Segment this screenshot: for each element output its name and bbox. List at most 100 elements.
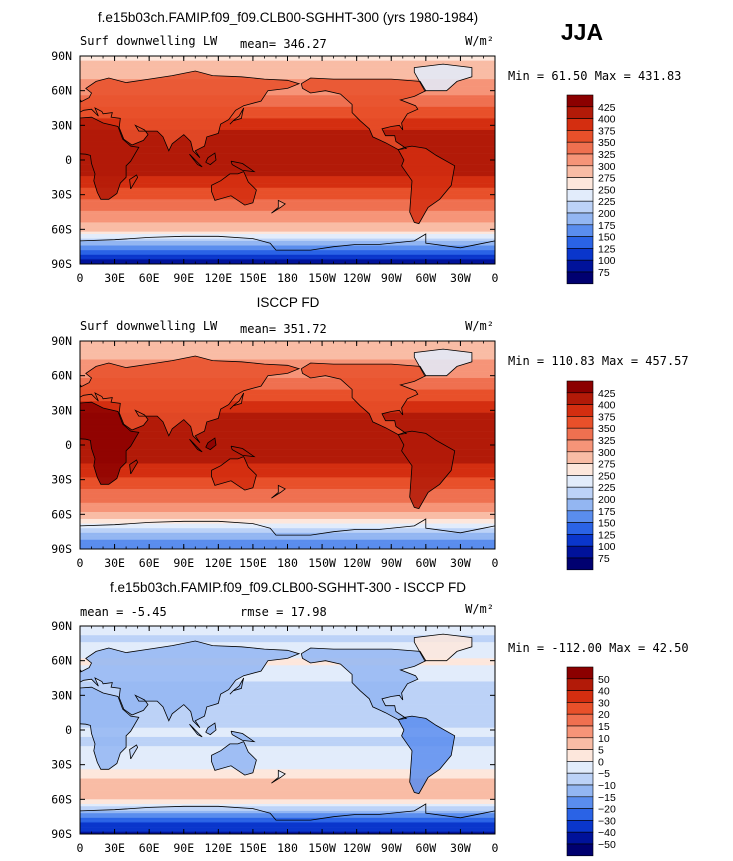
panel-title: f.e15b03ch.FAMIP.f09_f09.CLB00-SGHHT-300… — [110, 580, 466, 595]
colorbar-label: 400 — [598, 114, 616, 126]
field-band — [80, 377, 495, 381]
field-band — [80, 468, 495, 471]
colorbar-swatch — [566, 106, 594, 119]
colorbar-label: 200 — [598, 208, 616, 220]
x-tick-label: 0 — [492, 841, 499, 855]
mean-label: mean= 351.72 — [240, 322, 327, 336]
colorbar-label: −40 — [598, 827, 616, 839]
colorbar-swatch — [566, 404, 594, 417]
field-band — [80, 790, 495, 793]
colorbar-label: −20 — [598, 804, 616, 816]
field-band — [80, 639, 495, 643]
colorbar-label: 275 — [598, 173, 616, 185]
x-tick-label: 120W — [343, 841, 371, 855]
field-band — [80, 240, 495, 244]
field-band — [80, 389, 495, 393]
land-region — [414, 349, 472, 376]
field-band — [80, 465, 495, 469]
colorbar-swatch — [566, 702, 594, 715]
colorbar-label: 10 — [598, 733, 610, 745]
coastline — [413, 348, 473, 377]
y-tick-label: 60S — [51, 792, 72, 806]
field-band — [80, 433, 495, 437]
field-band — [80, 803, 495, 807]
field-band — [80, 217, 495, 221]
field-band — [80, 254, 495, 258]
field-band — [80, 160, 495, 163]
field-band — [80, 127, 495, 131]
field-band — [80, 757, 495, 761]
field-band — [80, 637, 495, 641]
field-band — [80, 403, 495, 407]
field-band — [80, 472, 495, 476]
field-band — [80, 442, 495, 446]
field-band — [80, 820, 495, 823]
field-band — [80, 769, 495, 772]
field-band — [80, 384, 495, 388]
y-tick-label: 30S — [51, 188, 72, 202]
field-band — [80, 669, 495, 673]
coastline — [80, 233, 495, 251]
field-band — [80, 357, 495, 360]
field-band — [80, 65, 495, 68]
coastlines — [80, 63, 495, 251]
land-region — [398, 431, 455, 509]
colorbar-swatch — [566, 141, 594, 155]
y-tick-label: 60N — [51, 654, 72, 668]
colorbar-swatch — [566, 475, 594, 488]
field-band — [80, 762, 495, 765]
field-band — [80, 505, 495, 508]
panel-obs: ISCCP FD Surf downwelling LW mean= 351.7… — [51, 295, 689, 571]
field-band — [80, 500, 495, 504]
field-band — [80, 162, 495, 165]
field-band — [80, 713, 495, 717]
field-band — [80, 67, 495, 71]
x-tick-label: 60W — [415, 271, 436, 285]
coastline — [413, 633, 473, 662]
colorbar-label: 375 — [598, 411, 616, 423]
land-region — [229, 108, 244, 125]
x-tick-label: 90W — [381, 556, 402, 570]
field-band — [80, 785, 495, 789]
field-band — [80, 187, 495, 191]
field-band — [80, 449, 495, 453]
field-band — [80, 190, 495, 193]
field-band — [80, 521, 495, 524]
colorbar-label: −50 — [598, 839, 616, 851]
colorbar-swatch — [566, 761, 594, 774]
coastline — [300, 362, 427, 436]
x-tick-label: 60E — [139, 841, 160, 855]
field-band — [80, 699, 495, 703]
field-band — [80, 498, 495, 501]
field-band — [80, 252, 495, 256]
field-band — [80, 688, 495, 692]
coastline — [205, 152, 217, 166]
colorbar-label: 75 — [598, 553, 610, 565]
field-band — [80, 477, 495, 480]
colorbar-swatch — [566, 94, 594, 108]
field-band — [80, 764, 495, 768]
field-band — [80, 440, 495, 443]
x-tick-label: 90E — [173, 841, 194, 855]
field-band — [80, 173, 495, 177]
coastline — [129, 744, 139, 760]
colorbar-swatch — [566, 189, 594, 202]
field-band — [80, 723, 495, 726]
x-tick-label: 180 — [277, 271, 298, 285]
colorbar-swatch — [566, 451, 594, 464]
field-band — [80, 414, 495, 418]
x-tick-label: 120E — [204, 841, 232, 855]
field-band — [80, 129, 495, 133]
field-band — [80, 136, 495, 140]
field-band — [80, 201, 495, 205]
field-band — [80, 394, 495, 397]
field-band — [80, 523, 495, 527]
field-band — [80, 470, 495, 474]
coastline — [205, 437, 217, 451]
land-region — [229, 393, 244, 410]
field-band — [80, 773, 495, 777]
colorbar-swatch — [566, 153, 594, 167]
map-field — [80, 626, 495, 834]
field-band — [80, 435, 495, 439]
